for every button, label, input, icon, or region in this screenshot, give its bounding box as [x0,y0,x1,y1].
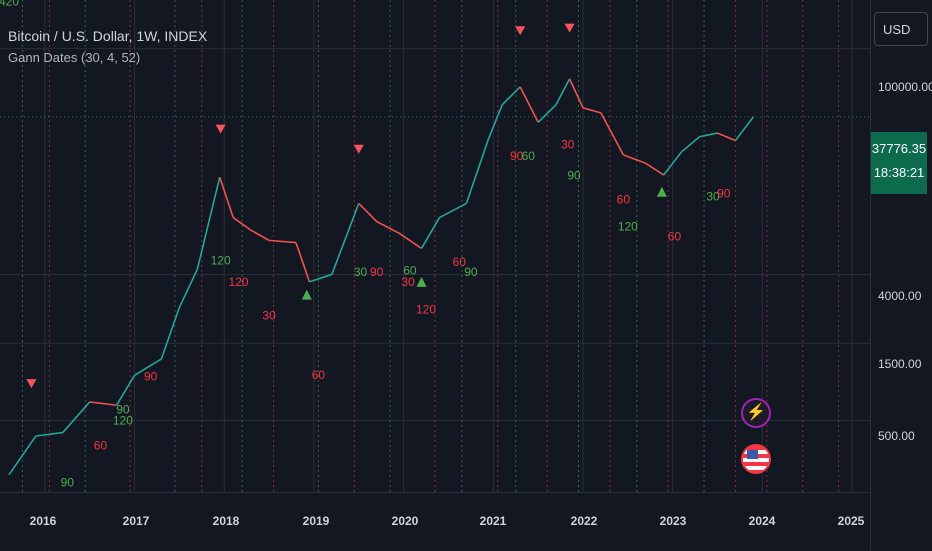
price-segment [681,136,701,153]
price-segment [232,216,252,231]
sell-marker [26,379,37,389]
gann-label: 60 [522,149,536,163]
price-segment [250,229,270,242]
gann-label: 90 [464,265,478,279]
price-segment [269,239,297,244]
price-segment [488,104,504,139]
x-tick-label: 2025 [837,514,865,528]
buy-marker [656,186,667,197]
price-segment [376,220,400,234]
buy-marker [301,289,312,300]
currency-button[interactable]: USD [874,12,928,46]
gann-label: 90 [144,370,158,384]
price-segment [519,86,539,123]
price-segment [196,177,221,270]
gann-label: 120 [416,302,436,316]
gann-label: 30 [262,309,276,323]
price-segment [62,401,91,434]
chart-title: Bitcoin / U.S. Dollar, 1W, INDEX [8,28,208,44]
gann-label: 90 [116,403,130,417]
gann-label: 90 [717,186,731,200]
buy-marker [416,276,427,287]
bar-countdown: 18:38:21 [873,165,925,180]
price-segment [568,78,584,109]
gann-label: 30 [561,138,575,152]
x-tick-label: 2019 [302,514,330,528]
y-tick-label: 1500.00 [878,357,922,371]
gann-label: 60 [403,263,417,277]
last-price-badge: 37776.35 18:38:21 [871,132,927,194]
x-tick-label: 2023 [659,514,687,528]
gann-label: 90 [510,149,524,163]
gann-label: 60 [312,368,326,382]
sell-marker [353,144,364,154]
price-segment [8,435,37,476]
sell-marker [515,26,526,36]
gann-label: 90 [567,168,581,182]
price-segment [501,86,521,106]
price-segment [115,374,136,406]
price-segment [331,203,360,275]
price-segment [35,431,63,437]
us-flag-icon[interactable] [741,444,771,474]
price-segment [358,202,378,223]
x-tick-label: 2021 [479,514,507,528]
price-segment [699,132,718,138]
gann-label: 120 [229,275,249,289]
price-segment [398,232,422,250]
x-tick-label: 2016 [29,514,57,528]
gann-label: 60 [617,192,631,206]
y-tick-label: 500.00 [878,429,915,443]
price-segment [645,162,665,176]
price-segment [537,104,557,123]
x-tick-label: 2024 [748,514,776,528]
x-tick-label: 2022 [570,514,598,528]
gann-label: 30 [706,189,720,203]
price-segment [555,78,571,106]
price-segment [309,273,333,283]
price-segment [420,217,441,249]
price-axis[interactable] [870,0,932,550]
price-segment [134,358,162,376]
x-tick-label: 2017 [122,514,150,528]
gann-label: 120 [211,254,231,268]
y-tick-label: 4000.00 [878,289,922,303]
gann-label: 120 [113,414,133,428]
indicator-label[interactable]: Gann Dates (30, 4, 52) [8,50,141,65]
gann-label: 30 [354,265,368,279]
x-tick-label: 2018 [212,514,240,528]
time-axis[interactable] [0,492,870,551]
gann-label: 120 [618,219,638,233]
gann-label: 90 [370,265,384,279]
price-segment [160,307,181,360]
price-segment [89,401,117,407]
price-segment [717,132,736,142]
price-segment [178,269,199,308]
gann-label: 420 [0,0,19,8]
sell-marker [564,23,575,33]
price-segment [623,154,647,165]
gann-label: 60 [668,229,682,243]
price-segment [600,112,625,156]
gann-label: 30 [401,275,415,289]
price-segment [439,202,467,219]
gann-label: 60 [94,438,108,452]
x-tick-label: 2020 [391,514,419,528]
price-segment [663,151,683,176]
gann-label: 60 [453,255,467,269]
price-segment [465,137,490,204]
price-segment [218,176,234,218]
sell-marker [215,124,226,134]
last-price: 37776.35 [871,141,927,156]
gann-label: 90 [61,475,75,489]
price-segment [295,242,311,283]
price-segment [734,116,755,141]
price-segment [582,107,602,114]
lightning-icon[interactable]: ⚡ [741,398,771,428]
y-tick-label: 100000.00 [878,80,932,94]
